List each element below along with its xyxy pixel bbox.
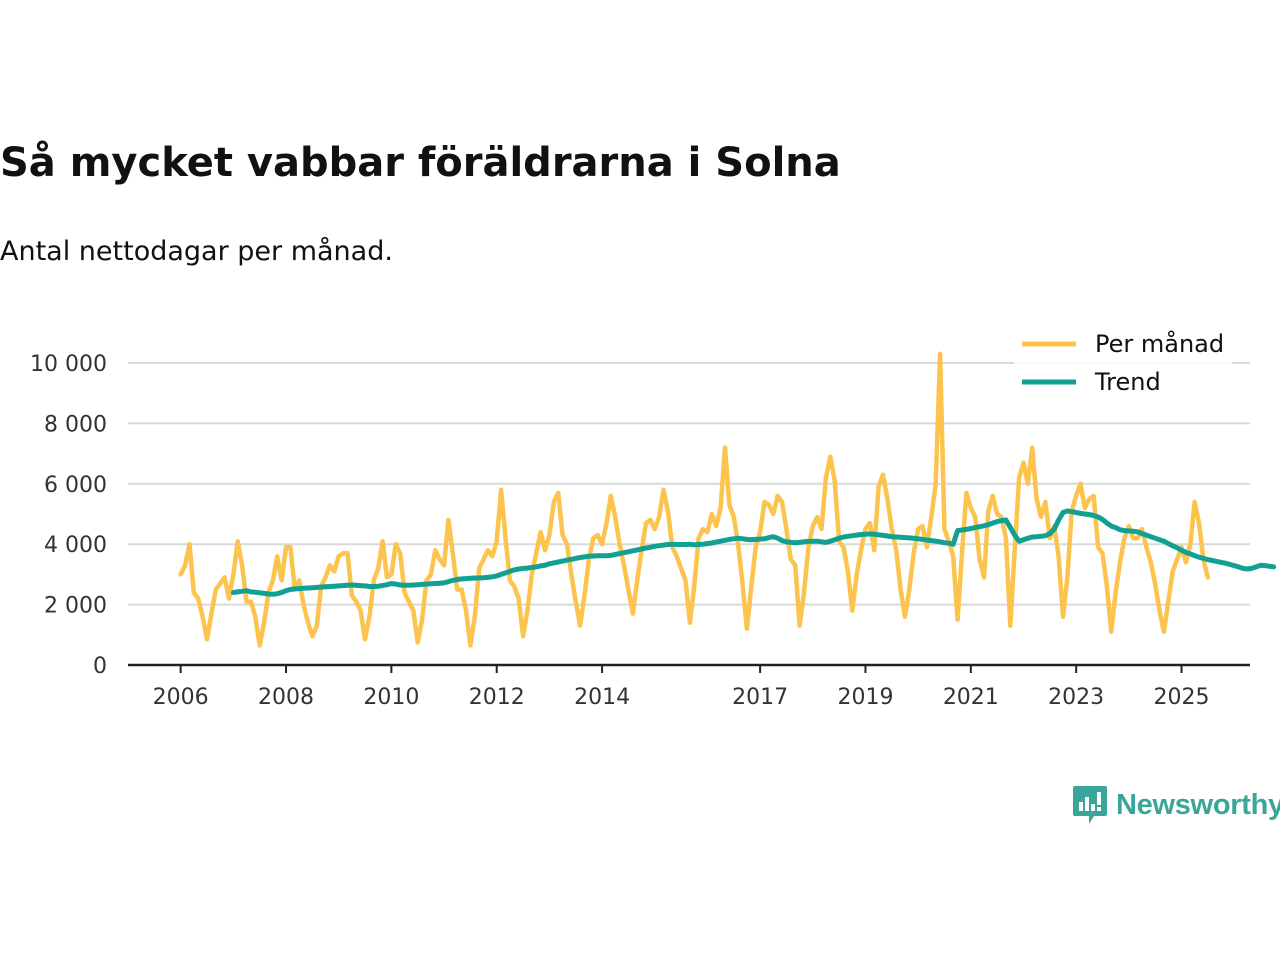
y-tick-label: 6 000 [44,473,107,498]
x-tick-label: 2021 [943,685,999,710]
x-tick-label: 2023 [1048,685,1104,710]
series-line-per-manad [178,351,1211,648]
series-line-trend [230,508,1277,597]
x-tick-label: 2014 [574,685,630,710]
legend-label-monthly: Per månad [1095,329,1224,358]
x-tick-label: 2010 [363,685,419,710]
series-lines [178,351,1277,648]
newsworthy-wordmark: Newsworthy [1116,788,1280,821]
x-tick-label: 2006 [153,685,209,710]
legend-label-trend: Trend [1094,368,1161,396]
x-tick-label: 2012 [469,685,525,710]
vab-line-chart: 0 2 000 4 000 6 000 8 000 10 000 2006 2008 2010… [30,326,1277,710]
y-tick-label: 0 [93,654,107,679]
chart-subtitle: Antal nettodagar per månad. [0,236,393,267]
x-tick-label: 2025 [1154,685,1210,710]
x-axis-ticks: 2006 2008 2010 2012 2014 2017 2019 2021 2023 2025 [128,663,1250,710]
legend-background [1014,326,1232,398]
x-tick-label: 2008 [258,685,314,710]
y-axis-ticks: 0 2 000 4 000 6 000 8 000 10 000 [30,352,107,679]
newsworthy-brand: Newsworthy [1072,784,1280,826]
y-tick-label: 10 000 [30,352,107,377]
y-tick-label: 2 000 [44,594,107,619]
y-tick-label: 8 000 [44,412,107,437]
y-tick-label: 4 000 [44,533,107,558]
legend: Per månad Trend [1014,326,1232,398]
newsworthy-logo-icon [1073,786,1107,824]
x-tick-label: 2019 [837,685,893,710]
chart-title: Så mycket vabbar föräldrarna i Solna [0,140,841,186]
x-tick-label: 2017 [732,685,788,710]
